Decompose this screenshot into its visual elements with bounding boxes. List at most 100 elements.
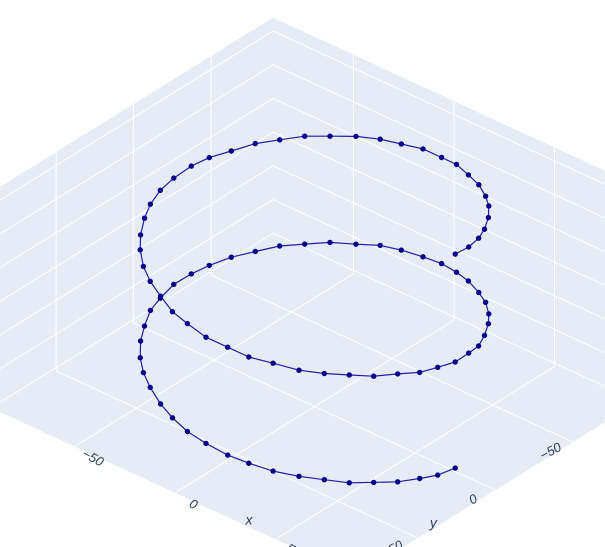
data-point[interactable]	[203, 440, 209, 447]
data-point[interactable]	[225, 452, 231, 458]
data-point[interactable]	[246, 354, 252, 360]
data-point[interactable]	[270, 468, 276, 474]
data-point[interactable]	[157, 187, 163, 193]
data-point[interactable]	[321, 477, 327, 483]
data-point[interactable]	[486, 203, 492, 209]
data-point[interactable]	[371, 479, 377, 486]
data-point[interactable]	[188, 271, 194, 277]
data-point[interactable]	[420, 146, 426, 152]
data-point[interactable]	[377, 242, 383, 249]
data-point[interactable]	[277, 137, 283, 143]
data-point[interactable]	[296, 367, 302, 373]
data-point[interactable]	[169, 415, 176, 421]
data-point[interactable]	[395, 371, 401, 377]
gridline-z-wall-x	[272, 30, 605, 185]
data-point[interactable]	[398, 141, 404, 147]
data-point[interactable]	[184, 320, 191, 327]
data-point[interactable]	[377, 136, 383, 142]
gridline-z-wall-y	[0, 199, 274, 370]
data-point[interactable]	[353, 133, 359, 140]
data-point[interactable]	[438, 154, 445, 161]
data-point[interactable]	[395, 479, 401, 485]
data-point[interactable]	[481, 226, 488, 232]
data-point[interactable]	[452, 251, 458, 257]
gridline-y-floor	[133, 322, 496, 491]
data-point[interactable]	[476, 182, 482, 188]
data-point[interactable]	[466, 244, 472, 250]
data-point[interactable]	[228, 254, 234, 260]
data-point[interactable]	[171, 281, 177, 287]
data-point[interactable]	[140, 369, 147, 376]
scene-3d[interactable]: 6080100120140160180−50050−50050zyx	[0, 17, 605, 547]
data-point[interactable]	[486, 311, 492, 317]
data-point[interactable]	[169, 309, 176, 315]
data-point[interactable]	[302, 133, 308, 139]
data-point[interactable]	[417, 475, 423, 482]
data-point[interactable]	[475, 235, 482, 241]
data-point[interactable]	[327, 133, 333, 139]
data-point[interactable]	[452, 359, 458, 365]
data-point[interactable]	[157, 401, 164, 407]
data-point[interactable]	[252, 248, 258, 255]
data-point[interactable]	[277, 243, 283, 249]
data-point[interactable]	[302, 241, 308, 247]
data-point[interactable]	[137, 247, 143, 253]
y-tick-label: 50	[385, 537, 405, 547]
data-point[interactable]	[353, 241, 359, 247]
gridline-y-floor	[55, 370, 419, 539]
data-point[interactable]	[452, 465, 458, 471]
gridline-z-wall-x	[272, 165, 605, 320]
data-point[interactable]	[346, 372, 352, 378]
data-point[interactable]	[147, 307, 154, 314]
data-point[interactable]	[171, 175, 177, 181]
data-point[interactable]	[206, 154, 212, 161]
data-point[interactable]	[481, 332, 488, 338]
data-point[interactable]	[398, 247, 404, 253]
data-point[interactable]	[435, 364, 441, 370]
data-point[interactable]	[270, 360, 276, 366]
data-point[interactable]	[482, 193, 489, 199]
data-point[interactable]	[137, 355, 143, 361]
data-point[interactable]	[141, 215, 148, 221]
data-point[interactable]	[453, 161, 460, 168]
data-point[interactable]	[417, 369, 423, 376]
data-point[interactable]	[137, 338, 144, 344]
data-point[interactable]	[465, 278, 472, 284]
data-point[interactable]	[482, 299, 489, 305]
gridline-z-wall-y	[0, 131, 274, 302]
data-point[interactable]	[228, 148, 234, 154]
data-point[interactable]	[296, 473, 302, 479]
gridline-z-wall-y	[0, 98, 274, 269]
data-point[interactable]	[465, 172, 472, 178]
data-point[interactable]	[485, 214, 492, 221]
data-point[interactable]	[141, 323, 148, 329]
data-point[interactable]	[188, 163, 194, 169]
data-point[interactable]	[147, 278, 153, 284]
data-point[interactable]	[321, 370, 327, 377]
gridline-z-wall-x	[272, 97, 605, 253]
data-point[interactable]	[435, 472, 441, 478]
data-point[interactable]	[346, 480, 352, 486]
data-point[interactable]	[203, 334, 209, 340]
data-point[interactable]	[184, 428, 191, 435]
data-point[interactable]	[438, 260, 445, 267]
data-point[interactable]	[327, 239, 333, 246]
data-point[interactable]	[225, 344, 231, 350]
data-point[interactable]	[466, 350, 472, 356]
data-point[interactable]	[420, 254, 426, 260]
data-point[interactable]	[453, 269, 460, 275]
data-point[interactable]	[475, 343, 482, 349]
data-point[interactable]	[206, 262, 212, 269]
data-point[interactable]	[140, 263, 147, 270]
data-point[interactable]	[246, 460, 252, 466]
data-point[interactable]	[252, 140, 258, 147]
data-point[interactable]	[157, 293, 164, 299]
data-point[interactable]	[147, 384, 153, 391]
data-point[interactable]	[371, 373, 377, 379]
data-point[interactable]	[476, 289, 482, 296]
data-point[interactable]	[147, 201, 154, 207]
x-tick-label: 50	[284, 540, 304, 547]
data-point[interactable]	[485, 321, 492, 327]
data-point[interactable]	[137, 232, 144, 238]
